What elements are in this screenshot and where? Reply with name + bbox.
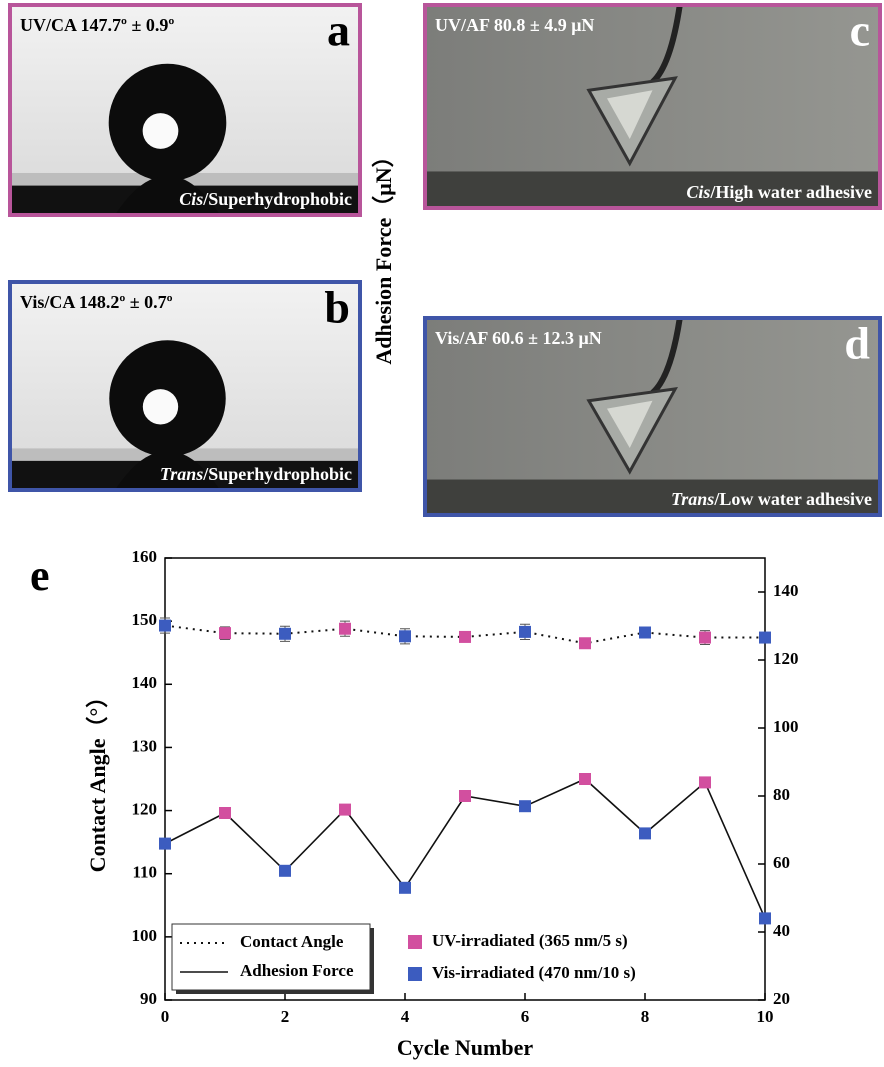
- state-text: /High water adhesive: [709, 182, 872, 202]
- drop-highlight: [142, 113, 179, 149]
- y-tick-label: 160: [132, 547, 158, 566]
- y2-tick-label: 80: [773, 785, 790, 804]
- panel-measure: UV/AF 80.8 ± 4.9 μN: [435, 15, 594, 35]
- panel-measure: Vis/CA 148.2º ± 0.7º: [20, 292, 173, 312]
- y2-tick-label: 40: [773, 921, 790, 940]
- photo-panel: Vis/AF 60.6 ± 12.3 μN d Trans/Low water ad…: [423, 316, 882, 517]
- x-tick-label: 8: [641, 1007, 650, 1026]
- data-point: [219, 627, 231, 640]
- y-tick-label: 150: [132, 610, 158, 629]
- panel-letter: e: [30, 551, 50, 600]
- data-point: [279, 864, 291, 877]
- drop-base: [115, 452, 220, 490]
- panel-measure: UV/CA 147.7º ± 0.9º: [20, 15, 174, 35]
- drop-base: [115, 176, 220, 215]
- data-point: [159, 619, 171, 632]
- data-point: [699, 776, 711, 789]
- y2-tick-label: 140: [773, 581, 799, 600]
- panel-letter: c: [850, 5, 870, 56]
- state-text: /Superhydrophobic: [202, 189, 352, 209]
- legend-label: Vis-irradiated (470 nm/10 s): [432, 963, 636, 982]
- state-text: /Superhydrophobic: [202, 464, 352, 484]
- photo-panel: UV/CA 147.7º ± 0.9º a Cis/Superhydrophobic: [8, 3, 362, 217]
- y-tick-label: 90: [140, 989, 157, 1008]
- data-point: [399, 630, 411, 643]
- data-point: [279, 627, 291, 640]
- data-point: [339, 622, 351, 635]
- data-point: [459, 630, 471, 643]
- y-axis-label: Contact Angle（°）: [85, 686, 110, 873]
- state-italic: Trans: [671, 489, 714, 509]
- panel-letter: b: [324, 282, 350, 333]
- state-italic: Trans: [160, 464, 203, 484]
- plot-frame: [164, 557, 766, 1001]
- legend-label: Contact Angle: [240, 932, 344, 951]
- substrate: [425, 479, 880, 515]
- drop-highlight: [142, 389, 179, 425]
- legend-box: [171, 923, 371, 991]
- legend-label: Adhesion Force: [240, 961, 354, 980]
- substrate: [425, 171, 880, 208]
- x-tick-label: 10: [757, 1007, 774, 1026]
- legend-marker: [408, 935, 422, 949]
- panel-state: Trans/Low water adhesive: [671, 489, 872, 509]
- y2-axis-label: Adhesion Force（μN）: [371, 145, 396, 364]
- data-point: [579, 637, 591, 650]
- photo-panel: UV/AF 80.8 ± 4.9 μN c Cis/High water adhes…: [423, 3, 882, 210]
- panel-border: [423, 3, 882, 210]
- x-tick-label: 2: [281, 1007, 290, 1026]
- y-tick-label: 140: [132, 673, 158, 692]
- panel-letter: d: [844, 318, 870, 369]
- y-tick-label: 100: [132, 926, 158, 945]
- x-tick-label: 0: [161, 1007, 170, 1026]
- data-point: [219, 807, 231, 819]
- data-point: [699, 631, 711, 644]
- panel-border: [8, 3, 362, 217]
- panel-border: [423, 316, 882, 517]
- x-axis-label: Cycle Number: [397, 1035, 533, 1060]
- panel-border: [8, 280, 362, 492]
- data-point: [639, 827, 651, 840]
- probe-fiber: [650, 4, 683, 85]
- data-point: [519, 625, 531, 638]
- legend-label: UV-irradiated (365 nm/5 s): [432, 931, 628, 950]
- probe-fiber: [650, 317, 683, 396]
- y2-tick-label: 20: [773, 989, 790, 1008]
- state-text: /Low water adhesive: [713, 489, 872, 509]
- data-point: [399, 881, 411, 894]
- y2-tick-label: 100: [773, 717, 799, 736]
- data-point: [519, 800, 531, 813]
- panel-state: Trans/Superhydrophobic: [160, 464, 352, 484]
- data-point: [459, 790, 471, 802]
- panel-letter: a: [327, 5, 350, 56]
- data-point: [639, 626, 651, 639]
- data-point: [759, 631, 771, 644]
- photo-panel: Vis/CA 148.2º ± 0.7º b Trans/Superhydropho…: [8, 280, 362, 492]
- data-point: [579, 773, 591, 785]
- panel-measure: Vis/AF 60.6 ± 12.3 μN: [435, 328, 602, 348]
- legend-marker: [408, 967, 422, 981]
- x-tick-label: 4: [401, 1007, 410, 1026]
- y-tick-label: 120: [132, 799, 158, 818]
- drop-shine: [607, 90, 653, 139]
- y2-tick-label: 60: [773, 853, 790, 872]
- y-tick-label: 110: [132, 863, 157, 882]
- drop-shine: [607, 400, 653, 449]
- x-tick-label: 6: [521, 1007, 530, 1026]
- y-tick-label: 130: [132, 736, 158, 755]
- panel-state: Cis/Superhydrophobic: [179, 189, 352, 209]
- y2-tick-label: 120: [773, 649, 799, 668]
- data-point: [159, 837, 171, 850]
- data-point: [759, 912, 771, 925]
- panel-state: Cis/High water adhesive: [686, 182, 872, 202]
- state-italic: Cis: [686, 182, 710, 202]
- state-italic: Cis: [179, 189, 203, 209]
- data-point: [339, 803, 351, 816]
